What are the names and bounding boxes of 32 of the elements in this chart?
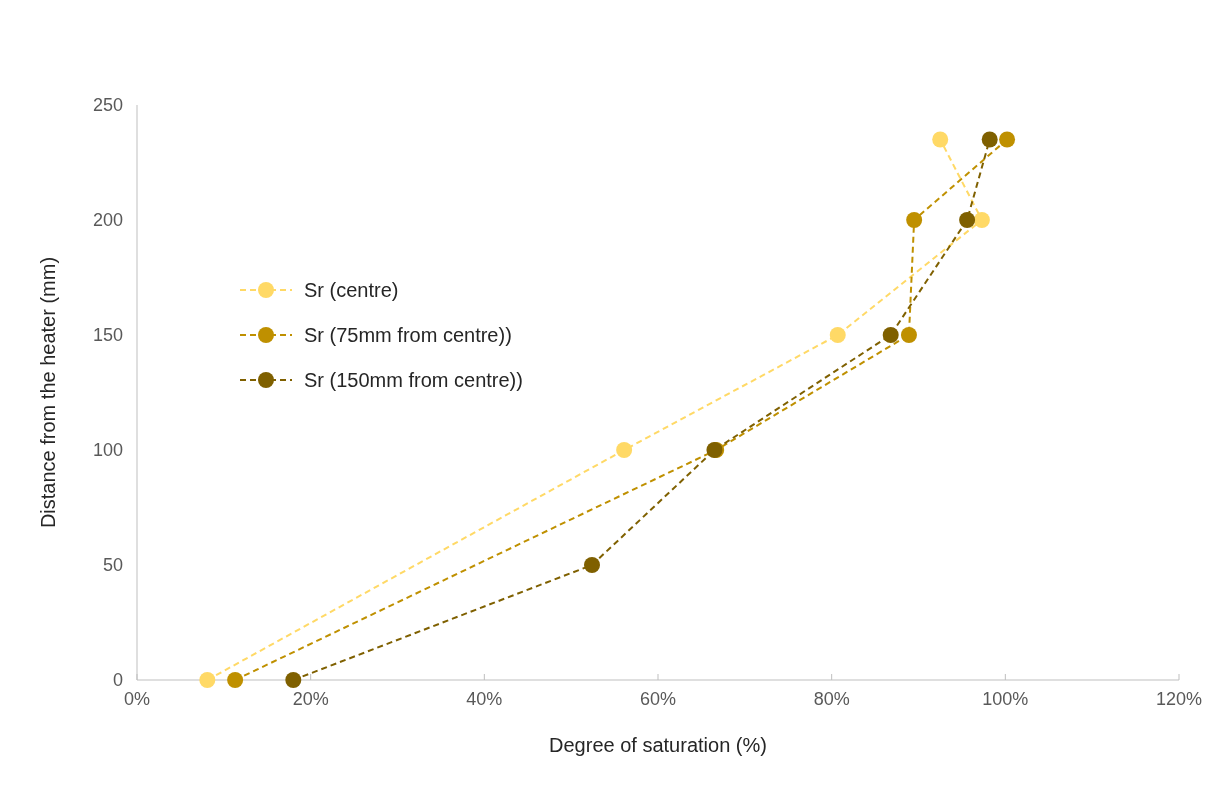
x-tick-label: 60%	[639, 689, 677, 709]
point	[227, 672, 244, 688]
point	[199, 672, 216, 688]
point	[900, 327, 917, 343]
y-tick-label: 100	[92, 440, 123, 460]
x-tick-label: 0%	[123, 689, 151, 709]
x-tick-label: 100%	[982, 689, 1029, 709]
point	[959, 212, 976, 228]
x-tick-label: 120%	[1155, 689, 1203, 709]
point	[829, 327, 846, 343]
y-tick-label: 200	[92, 210, 123, 230]
y-axis-title: Distance from the heater (mm)	[37, 256, 59, 529]
legend-label: Sr (centre)	[304, 279, 399, 301]
point	[285, 672, 302, 688]
point	[616, 442, 633, 458]
point	[906, 212, 923, 228]
x-tick-label: 20%	[292, 689, 329, 709]
x-tick-label: 40%	[466, 689, 503, 709]
point	[584, 557, 601, 573]
legend-label: Sr (150mm from centre))	[304, 369, 523, 391]
point	[999, 131, 1016, 148]
point	[973, 212, 990, 228]
y-tick-label: 250	[92, 95, 123, 115]
point	[932, 131, 949, 148]
y-tick-label: 50	[102, 555, 123, 575]
x-tick-label: 80%	[813, 689, 850, 709]
y-tick-label: 0	[112, 670, 123, 690]
y-tick-label: 150	[92, 325, 123, 345]
x-axis-title: Degree of saturation (%)	[549, 734, 767, 756]
point	[882, 327, 899, 343]
point	[981, 131, 998, 148]
legend-label: Sr (75mm from centre))	[304, 324, 512, 346]
